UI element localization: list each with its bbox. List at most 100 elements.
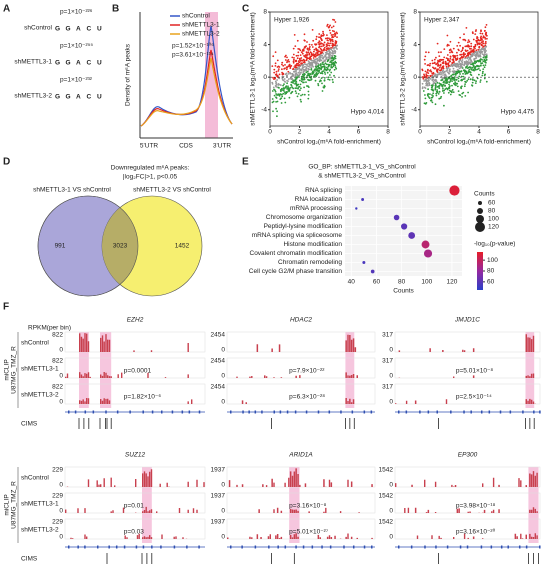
- scatter-point: [274, 84, 277, 87]
- scatter-point: [326, 34, 328, 36]
- scatter-point: [471, 78, 474, 81]
- scatter-point: [331, 50, 334, 52]
- scatter-point: [277, 84, 280, 86]
- scatter-point: [442, 58, 445, 61]
- scatter-point: [291, 56, 294, 59]
- scatter-point: [440, 73, 442, 76]
- scatter-point: [466, 72, 469, 75]
- x-tick-label: 4: [477, 129, 481, 136]
- exon: [160, 545, 162, 549]
- scatter-point: [286, 82, 288, 85]
- y-tick-label: 0: [413, 74, 417, 81]
- scatter-point: [310, 59, 312, 62]
- scatter-point: [422, 76, 425, 79]
- legend-label: 60: [488, 200, 496, 207]
- scatter-point: [322, 52, 324, 55]
- scatter-point: [334, 33, 337, 36]
- scatter-point: [485, 50, 487, 52]
- scatter-point: [474, 82, 477, 84]
- legend-label: 100: [488, 216, 499, 223]
- scatter-point: [298, 66, 301, 68]
- scale-max: 822: [52, 358, 63, 365]
- scatter-point: [279, 93, 282, 95]
- scatter-point: [455, 58, 458, 61]
- scatter-point: [458, 49, 460, 52]
- scale-max: 1937: [211, 467, 226, 474]
- scatter-point: [325, 43, 328, 46]
- scatter-point: [440, 72, 443, 74]
- scatter-point: [485, 53, 488, 56]
- p-value: p=3.16×10⁻²⁰: [456, 528, 496, 536]
- scatter-point: [484, 36, 486, 39]
- scatter-point: [424, 55, 427, 58]
- scale-max: 822: [52, 332, 63, 339]
- scatter-point: [428, 97, 431, 99]
- scatter-point: [276, 59, 279, 62]
- scatter-point: [454, 72, 457, 75]
- scatter-point: [282, 64, 285, 67]
- scatter-point: [301, 73, 304, 76]
- exon: [115, 545, 118, 549]
- scatter-point: [331, 42, 334, 45]
- scatter-point: [323, 63, 325, 66]
- scatter-point: [291, 90, 294, 93]
- scatter-point: [317, 64, 320, 66]
- scatter-point: [432, 82, 435, 85]
- scatter-point: [295, 60, 297, 63]
- motif-letter: G: [66, 94, 71, 101]
- track-frame: [226, 331, 376, 353]
- cims-label: CIMS: [21, 556, 38, 563]
- scatter-point: [276, 79, 278, 81]
- scatter-point: [476, 52, 479, 55]
- exon: [151, 410, 154, 414]
- coverage: [258, 507, 360, 513]
- p-value: p=1.52×10⁻¹⁰⁶: [172, 42, 214, 50]
- scatter-point: [273, 94, 276, 97]
- scatter-point: [449, 57, 452, 60]
- scatter-point: [426, 80, 429, 82]
- y-tick-label: RNA localization: [295, 196, 343, 203]
- scatter-point: [460, 86, 462, 88]
- scatter-point: [299, 72, 301, 74]
- scatter-point: [303, 86, 305, 89]
- legend-dot: [477, 208, 483, 214]
- color-tick-label: 60: [487, 279, 495, 286]
- y-tick-label: Cell cycle G2/M phase transition: [249, 268, 343, 275]
- scatter-point: [450, 91, 453, 94]
- scatter-point: [321, 49, 323, 52]
- exon: [352, 545, 355, 549]
- scatter-point: [475, 39, 478, 42]
- scatter-point: [319, 45, 321, 48]
- scatter-point: [465, 66, 468, 68]
- scatter-point: [286, 88, 288, 90]
- scatter-point: [476, 43, 479, 46]
- scatter-point: [464, 95, 467, 97]
- scatter-point: [484, 73, 486, 76]
- chart-title: GO_BP: shMETTL3-1_VS_shControl: [308, 164, 416, 171]
- scatter-point: [274, 65, 277, 67]
- scatter-point: [464, 53, 467, 55]
- scatter-point: [428, 81, 430, 84]
- scatter-point: [484, 45, 487, 48]
- hypo-count: Hypo 4,014: [351, 109, 385, 116]
- scatter-point: [276, 110, 278, 113]
- scatter-point: [278, 94, 281, 96]
- scale-max: 229: [52, 467, 63, 474]
- scatter-point: [285, 66, 288, 69]
- scatter-point: [439, 64, 442, 67]
- scatter-point: [469, 57, 471, 60]
- scatter-point: [483, 66, 486, 69]
- scatter-point: [424, 70, 427, 73]
- scatter-point: [471, 81, 474, 84]
- scatter-point: [431, 85, 434, 88]
- exon: [321, 545, 323, 549]
- scatter-point: [321, 90, 324, 92]
- scatter-point: [482, 48, 485, 51]
- scatter-point: [484, 48, 487, 51]
- scatter-point: [478, 65, 480, 68]
- scatter-point: [437, 64, 440, 67]
- scatter-point: [440, 59, 443, 61]
- scatter-point: [310, 66, 313, 68]
- scatter-point: [431, 59, 434, 62]
- scatter-point: [436, 91, 439, 94]
